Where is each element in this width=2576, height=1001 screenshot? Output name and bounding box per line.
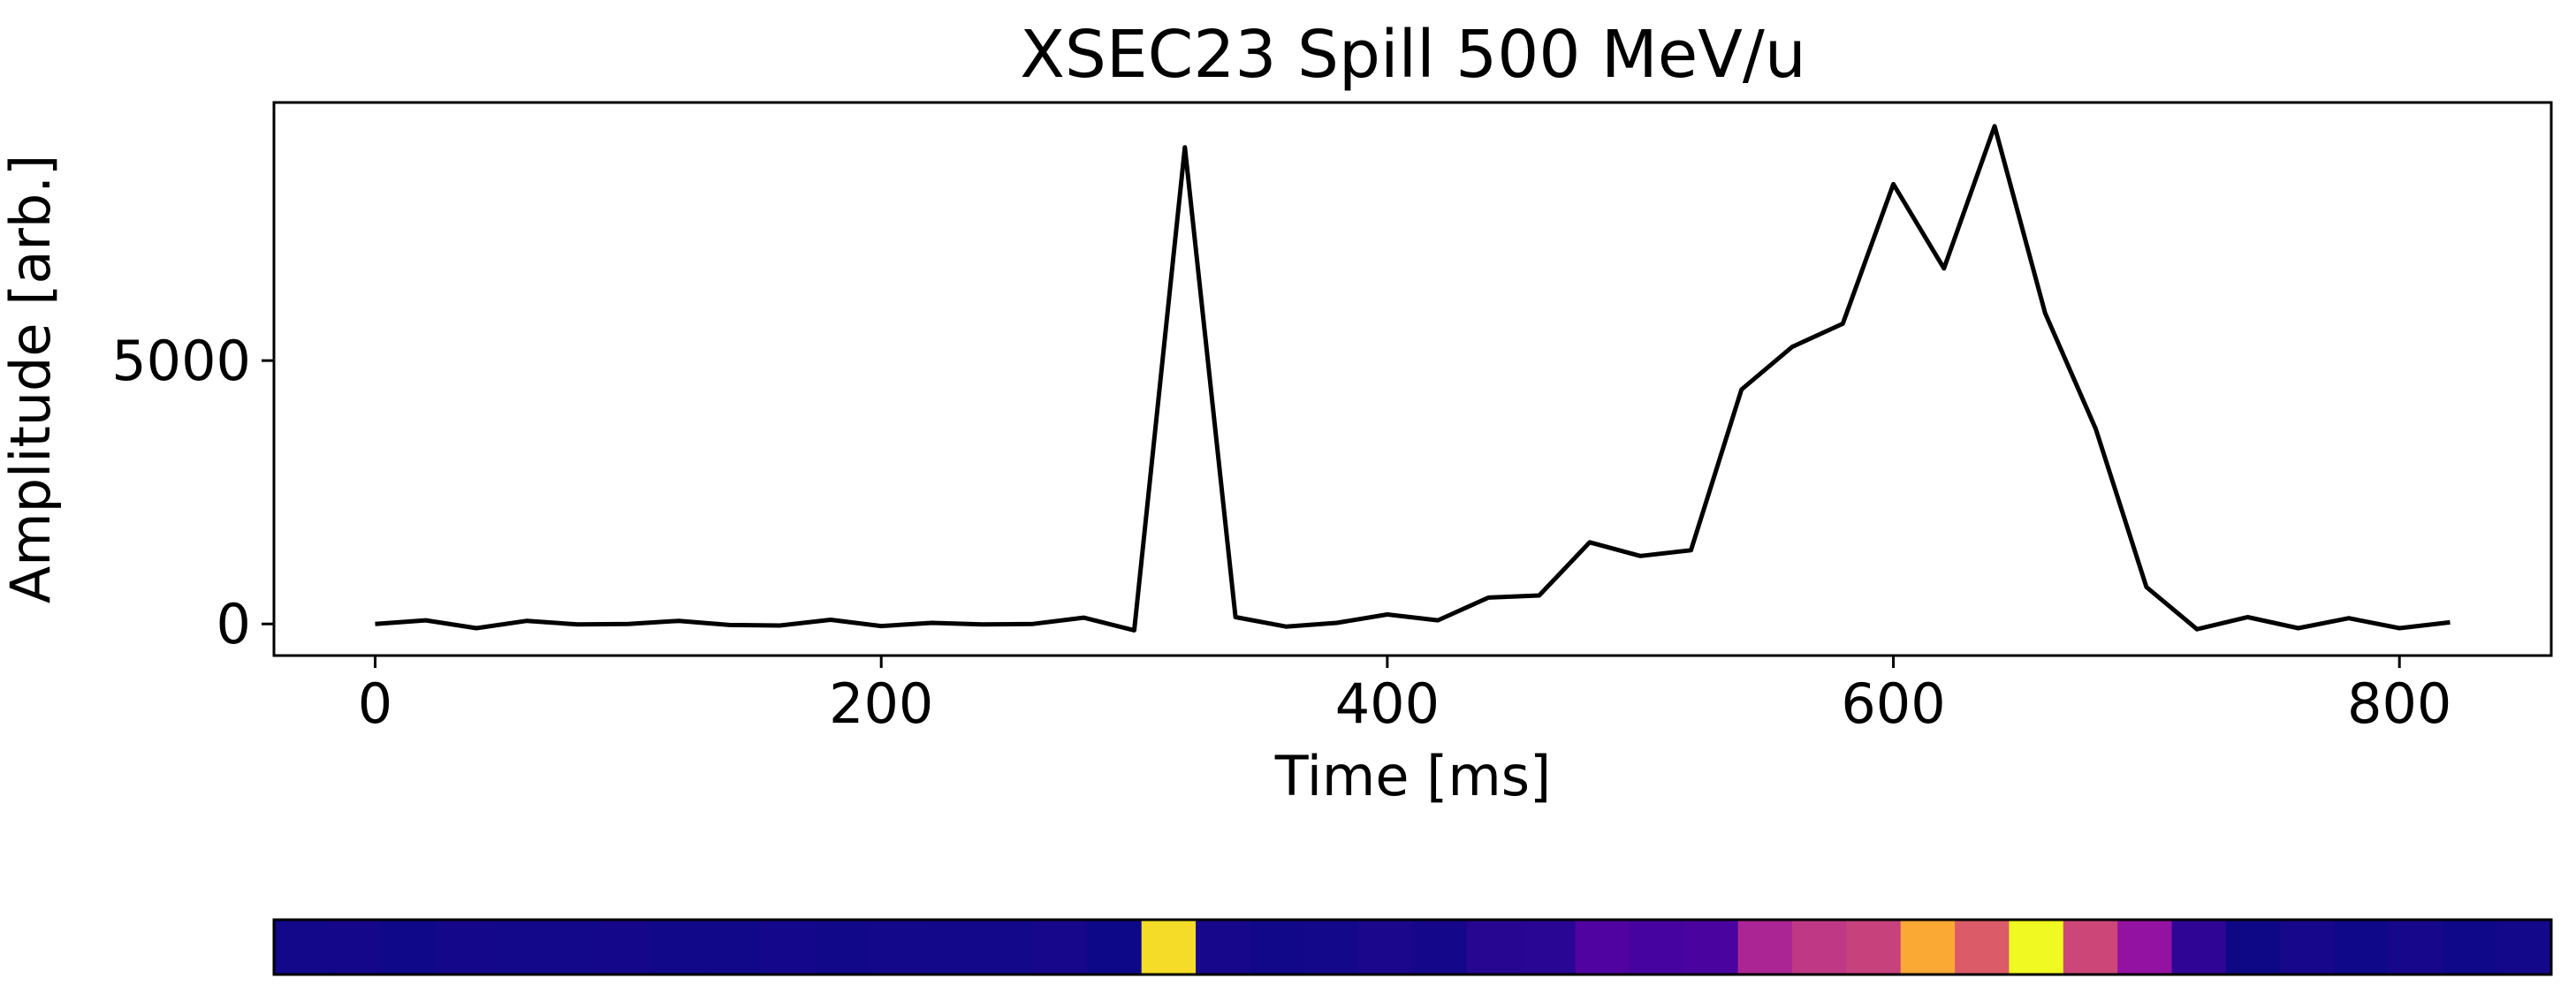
heatmap-cell <box>328 920 384 974</box>
heatmap-cell <box>1792 920 1847 974</box>
heatmap-cell <box>2388 920 2443 974</box>
heatmap-cell <box>1250 920 1305 974</box>
x-tick-label: 400 <box>1335 671 1440 736</box>
heatmap-cell <box>437 920 492 974</box>
heatmap-cell <box>1466 920 1522 974</box>
heatmap-cell <box>544 920 600 974</box>
heatmap-cell <box>1033 920 1088 974</box>
heatmap-cell <box>2117 920 2173 974</box>
heatmap-cell <box>653 920 709 974</box>
y-axis-ticks: 0 5000 <box>111 329 274 656</box>
heatmap-cell <box>1629 920 1684 974</box>
heatmap-cell <box>490 920 546 974</box>
x-axis-label: Time [ms] <box>1274 744 1552 808</box>
heatmap-cell <box>1412 920 1468 974</box>
heatmap-cell <box>1846 920 1902 974</box>
heatmap-cell <box>978 920 1034 974</box>
heatmap-cell <box>816 920 871 974</box>
heatmap-cell <box>1303 920 1359 974</box>
heatmap-cell <box>2225 920 2281 974</box>
heatmap-cell <box>382 920 437 974</box>
heatmap-cell <box>2334 920 2390 974</box>
heatmap-cell <box>2496 920 2552 974</box>
heatmap-cell <box>2280 920 2336 974</box>
x-tick-label: 800 <box>2347 671 2451 736</box>
y-axis-label: Amplitude [arb.] <box>0 155 63 603</box>
heatmap-cell <box>1955 920 2010 974</box>
heatmap-cell <box>1141 920 1197 974</box>
series-line <box>375 124 2451 633</box>
heatmap-cell <box>762 920 817 974</box>
heatmap-cell <box>870 920 925 974</box>
y-tick-label: 5000 <box>111 329 251 393</box>
heatmap-cell <box>924 920 980 974</box>
x-axis-ticks: 0 200 400 600 800 <box>358 656 2451 736</box>
heatmap-cell <box>1900 920 1956 974</box>
heatmap-cell <box>274 920 329 974</box>
heatmap-cell <box>1196 920 1251 974</box>
heatmap-cell <box>1358 920 1414 974</box>
x-tick-label: 0 <box>358 671 392 736</box>
plot-frame <box>272 101 2553 657</box>
heatmap-cell <box>2009 920 2064 974</box>
heatmap-cell <box>2443 920 2498 974</box>
heatmap-strip <box>274 920 2552 974</box>
heatmap-cell <box>1087 920 1143 974</box>
heatmap-cell <box>707 920 763 974</box>
heatmap-cell <box>1575 920 1630 974</box>
y-tick-label: 0 <box>217 592 251 656</box>
heatmap-cell <box>2171 920 2227 974</box>
chart-title: XSEC23 Spill 500 MeV/u <box>1020 17 1806 93</box>
heatmap-cell <box>1683 920 1739 974</box>
heatmap-cell <box>599 920 655 974</box>
x-tick-label: 600 <box>1841 671 1945 736</box>
heatmap-cell <box>2063 920 2118 974</box>
x-tick-label: 200 <box>829 671 933 736</box>
heatmap-cell <box>1737 920 1793 974</box>
heatmap-frame <box>272 918 2553 976</box>
heatmap-cell <box>1521 920 1577 974</box>
line-plot-axes: 0 200 400 600 800 0 5000 <box>111 101 2553 736</box>
